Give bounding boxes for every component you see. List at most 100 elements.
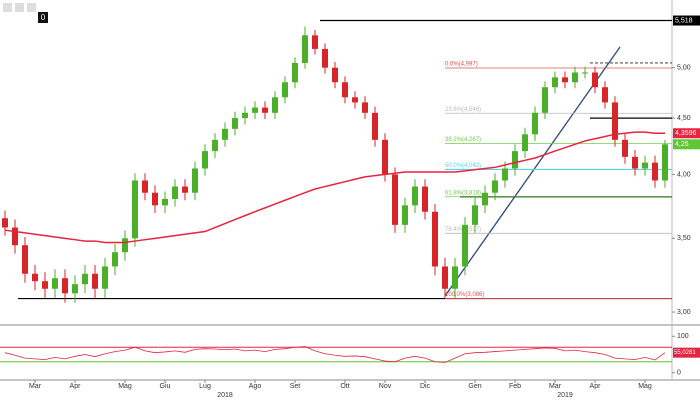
x-tick-label: Giu bbox=[160, 383, 171, 390]
candle-body bbox=[92, 273, 98, 289]
candle-body bbox=[562, 77, 568, 83]
tool-icon[interactable] bbox=[15, 3, 24, 12]
candle-body bbox=[272, 97, 278, 113]
candle-body bbox=[462, 224, 468, 267]
candle-body bbox=[422, 186, 428, 212]
price-tag bbox=[673, 139, 700, 150]
fib-label: 0.0%(4,997) bbox=[445, 62, 478, 68]
y-tick-label: 5,00 bbox=[677, 65, 691, 72]
candle-body bbox=[642, 162, 648, 169]
tool-icon[interactable] bbox=[27, 3, 36, 12]
candle-body bbox=[412, 186, 418, 206]
candle-body bbox=[582, 72, 588, 74]
candle-body bbox=[252, 107, 258, 113]
x-tick-label: Mar bbox=[549, 383, 562, 390]
candle-body bbox=[632, 156, 638, 169]
year-label: 2018 bbox=[217, 392, 233, 399]
x-tick-label: Mag bbox=[118, 383, 132, 390]
candle-body bbox=[2, 218, 8, 228]
candle-body bbox=[232, 118, 238, 129]
y-tick-label: 3,00 bbox=[677, 309, 691, 316]
x-tick-label: Apr bbox=[70, 383, 82, 390]
candle-body bbox=[72, 284, 78, 294]
rsi-tick-label: 0 bbox=[677, 370, 681, 377]
rsi-tick-label: 100 bbox=[677, 333, 689, 340]
x-tick-label: Mar bbox=[29, 383, 42, 390]
y-tick-label: 4,50 bbox=[677, 115, 691, 122]
candle-body bbox=[602, 87, 608, 103]
trend-line bbox=[444, 46, 621, 297]
counter-box bbox=[38, 12, 48, 23]
candle-body bbox=[152, 192, 158, 206]
x-tick-label: Dic bbox=[420, 383, 431, 390]
candle-body bbox=[432, 211, 438, 267]
candle-body bbox=[532, 112, 538, 135]
candle-body bbox=[312, 35, 318, 49]
year-label: 2019 bbox=[557, 392, 573, 399]
candle-body bbox=[162, 198, 168, 206]
candle-body bbox=[482, 192, 488, 206]
tool-icon[interactable] bbox=[3, 3, 12, 12]
candle-body bbox=[522, 134, 528, 152]
candle-body bbox=[52, 278, 58, 289]
x-tick-label: Lug bbox=[199, 383, 211, 390]
candle-body bbox=[62, 278, 68, 294]
fib-label: 38.2%(4,267) bbox=[445, 137, 481, 143]
price-tag-label: 4,26 bbox=[675, 141, 689, 148]
price-tag bbox=[673, 15, 700, 26]
candle-body bbox=[442, 266, 448, 289]
candle-body bbox=[402, 205, 408, 225]
candle-body bbox=[622, 139, 628, 157]
candle-body bbox=[22, 245, 28, 274]
candle-body bbox=[192, 168, 198, 193]
y-tick-label: 4,00 bbox=[677, 171, 691, 178]
candle-body bbox=[222, 128, 228, 140]
candle-body bbox=[552, 77, 558, 88]
candle-body bbox=[302, 35, 308, 63]
rsi-line bbox=[4, 346, 666, 363]
candle-body bbox=[182, 186, 188, 193]
candle-body bbox=[42, 281, 48, 289]
candle-body bbox=[282, 82, 288, 98]
candle-body bbox=[542, 87, 548, 113]
candle-body bbox=[172, 186, 178, 199]
candle-body bbox=[502, 168, 508, 181]
candle-body bbox=[82, 273, 88, 285]
price-tag bbox=[673, 128, 700, 139]
x-tick-label: Gen bbox=[468, 383, 481, 390]
candle-body bbox=[242, 112, 248, 119]
counter: 0 bbox=[41, 13, 46, 22]
candle-body bbox=[612, 102, 618, 140]
candle-body bbox=[292, 62, 298, 83]
x-tick-label: Mag bbox=[638, 383, 652, 390]
candle-body bbox=[392, 174, 398, 225]
candle-body bbox=[212, 139, 218, 152]
candle-body bbox=[652, 162, 658, 181]
candle-body bbox=[102, 266, 108, 289]
fib-label: 23.6%(4,546) bbox=[445, 107, 481, 113]
fib-label: 100.0%(3,086) bbox=[445, 292, 484, 298]
candle-body bbox=[122, 238, 128, 253]
rsi-tag bbox=[673, 347, 700, 358]
candle-body bbox=[512, 151, 518, 169]
price-tag-label: 4,3596 bbox=[675, 130, 697, 137]
candle-body bbox=[342, 82, 348, 98]
candle-body bbox=[472, 205, 478, 225]
candle-body bbox=[132, 180, 138, 239]
candle-body bbox=[382, 139, 388, 175]
candle-body bbox=[592, 72, 598, 88]
fib-label: 50.0%(4,042) bbox=[445, 163, 481, 169]
candle-body bbox=[12, 227, 18, 246]
x-tick-label: Apr bbox=[590, 383, 602, 390]
fib-label: 61.8%(3,818) bbox=[445, 190, 481, 196]
candle-body bbox=[332, 67, 338, 83]
candle-body bbox=[112, 252, 118, 267]
candle-body bbox=[662, 144, 668, 181]
rsi-tag-label: 55,0281 bbox=[674, 350, 696, 356]
candle-body bbox=[362, 102, 368, 113]
x-tick-label: Set bbox=[290, 383, 301, 390]
candle-body bbox=[492, 180, 498, 193]
candle-body bbox=[202, 151, 208, 169]
